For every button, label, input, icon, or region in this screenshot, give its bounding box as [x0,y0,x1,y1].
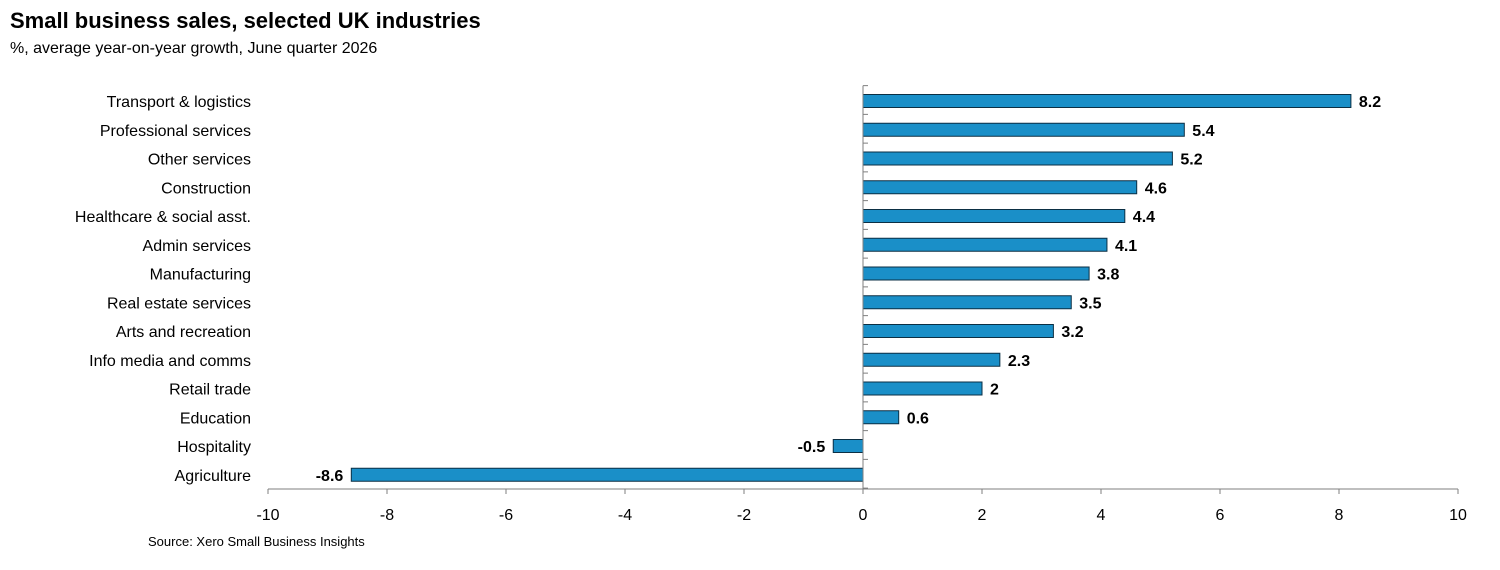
category-label: Transport & logistics [107,94,251,111]
category-label: Education [180,410,251,427]
data-label: 8.2 [1359,94,1381,111]
data-label: 3.8 [1097,267,1119,284]
bar [862,237,1108,252]
data-label: 3.2 [1061,324,1083,341]
category-label: Hospitality [177,439,251,456]
chart-subtitle: %, average year-on-year growth, June qua… [10,40,378,57]
x-tick-label: -2 [737,507,751,524]
category-label: Agriculture [175,468,252,485]
x-tick-label: 4 [1097,507,1106,524]
bar [862,94,1352,108]
x-tick-label: 6 [1216,507,1225,524]
bar [862,410,900,425]
bar [862,180,1138,195]
chart-title: Small business sales, selected UK indust… [10,8,481,33]
category-label: Retail trade [169,382,251,399]
bar [862,352,1001,367]
data-label: 0.6 [907,410,929,427]
x-tick-label: 2 [978,507,987,524]
category-label: Healthcare & social asst. [75,209,251,226]
x-tick-label: -4 [618,507,632,524]
bar [862,151,1173,166]
category-label: Info media and comms [89,353,251,370]
bar [832,439,864,453]
data-label: 2 [990,382,999,399]
data-label: 4.4 [1133,209,1155,226]
bar [350,467,864,482]
x-tick-label: -10 [256,507,279,524]
chart-source: Source: Xero Small Business Insights [148,534,365,549]
category-label: Admin services [143,238,251,255]
category-label: Construction [161,180,251,197]
category-label: Manufacturing [150,267,251,284]
x-tick-label: -6 [499,507,513,524]
data-label: 5.4 [1192,123,1214,140]
category-label: Real estate services [107,295,251,312]
x-tick-label: 10 [1449,507,1467,524]
bar [862,122,1185,137]
data-label: 3.5 [1079,295,1101,312]
data-label: 4.6 [1145,180,1167,197]
data-label: 4.1 [1115,238,1137,255]
bar [862,381,983,396]
data-label: 5.2 [1180,152,1202,169]
data-label: -0.5 [798,439,826,456]
bar [862,266,1090,281]
data-label: -8.6 [316,468,344,485]
x-tick-label: 8 [1335,507,1344,524]
category-label: Other services [148,152,251,169]
bar [862,295,1072,310]
x-tick-label: -8 [380,507,394,524]
bar [862,209,1126,223]
data-label: 2.3 [1008,353,1030,370]
x-tick-label: 0 [859,507,868,524]
plot-area: Transport & logistics 8.2 Professional ser… [75,85,1467,524]
category-label: Professional services [100,123,251,140]
bar [862,324,1054,338]
category-label: Arts and recreation [116,324,251,341]
